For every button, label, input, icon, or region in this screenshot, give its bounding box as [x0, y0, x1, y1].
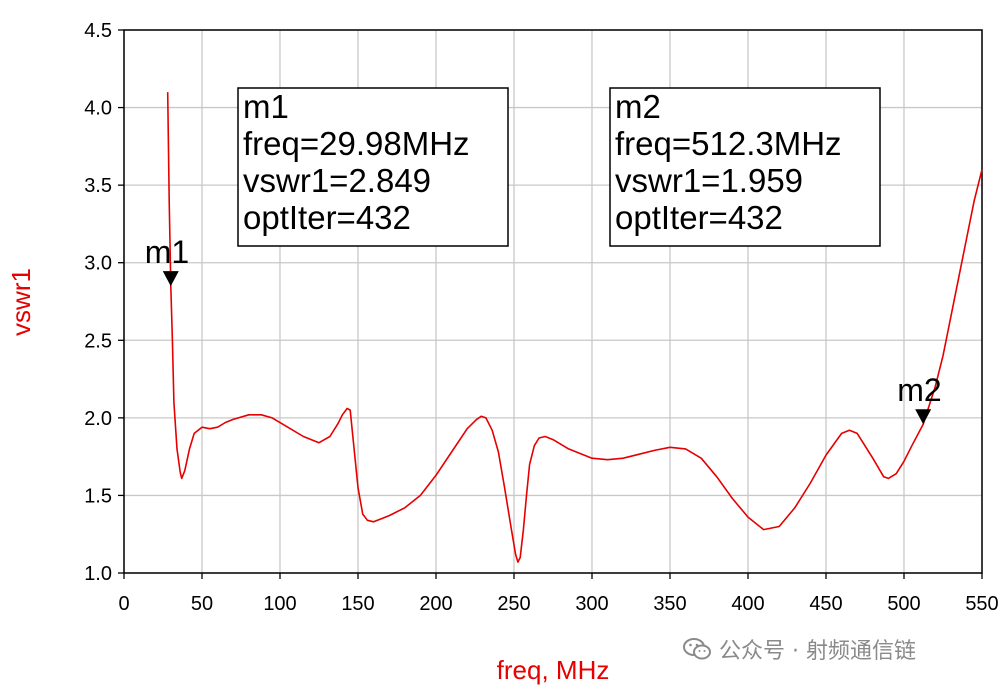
y-tick-label: 4.5 [84, 20, 112, 42]
x-tick-label: 200 [419, 593, 452, 615]
readout-box-frame [237, 87, 509, 247]
readout-line: freq=512.3MHz [615, 125, 842, 162]
y-tick-label: 3.0 [84, 253, 112, 275]
readout-line: m2 [615, 88, 661, 125]
x-tick-label: 550 [965, 593, 998, 615]
x-axis-title: freq, MHz [497, 655, 610, 685]
x-tick-label: 100 [263, 593, 296, 615]
series-line-vswr1 [166, 92, 983, 563]
x-tick-label: 250 [497, 593, 530, 615]
watermark: 公众号 · 射频通信链 [683, 633, 916, 665]
y-tick-label: 3.5 [84, 175, 112, 197]
readout-line: optIter=432 [615, 199, 783, 236]
x-tick-label: 500 [887, 593, 920, 615]
marker-label-m1: m1 [145, 234, 189, 270]
readout-box-frame [609, 87, 881, 247]
x-tick-label: 350 [653, 593, 686, 615]
watermark-text: 公众号 · 射频通信链 [719, 639, 916, 664]
y-tick-label: 1.0 [84, 563, 112, 585]
marker-label-m2: m2 [897, 372, 941, 408]
readout-line: m1 [243, 88, 289, 125]
plot-frame [123, 29, 983, 574]
readout-line: optIter=432 [243, 199, 411, 236]
x-tick-label: 50 [191, 593, 213, 615]
marker-triangle-m2 [915, 409, 932, 425]
wechat-icon [683, 638, 711, 660]
readout-line: vswr1=2.849 [243, 162, 431, 199]
readout-line: freq=29.98MHz [243, 125, 470, 162]
y-tick-label: 2.0 [84, 408, 112, 430]
y-tick-label: 1.5 [84, 485, 112, 507]
y-tick-label: 2.5 [84, 330, 112, 352]
y-tick-label: 4.0 [84, 98, 112, 120]
x-tick-label: 300 [575, 593, 608, 615]
x-tick-label: 400 [731, 593, 764, 615]
marker-triangle-m1 [162, 271, 179, 287]
x-tick-label: 150 [341, 593, 374, 615]
x-tick-label: 450 [809, 593, 842, 615]
y-axis-title: vswr1 [6, 268, 36, 336]
readout-line: vswr1=1.959 [615, 162, 803, 199]
x-tick-label: 0 [118, 593, 129, 615]
